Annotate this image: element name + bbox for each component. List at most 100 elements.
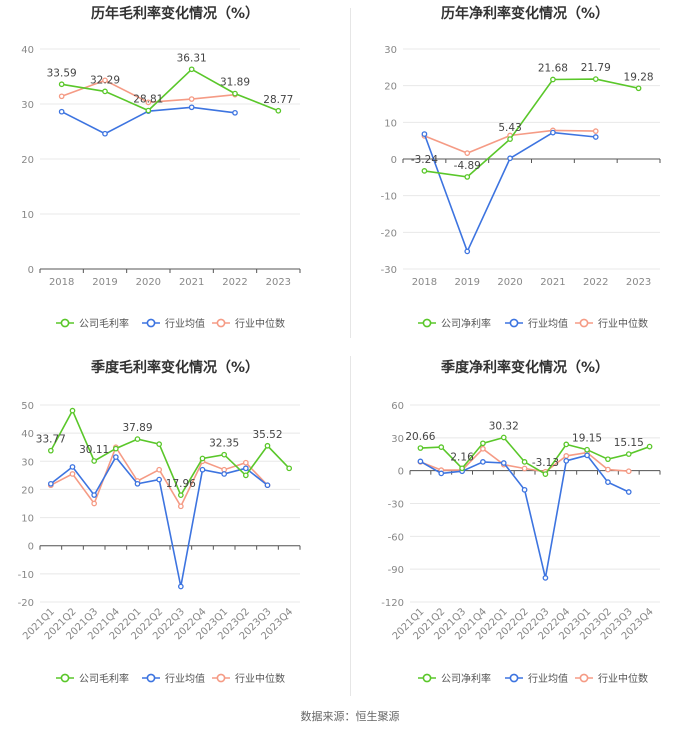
data-point-industry_median: [102, 77, 108, 84]
data-point-industry_median: [625, 468, 632, 475]
data-point-industry_avg: [507, 155, 513, 162]
y-tick-label: -10: [18, 570, 34, 581]
data-point-industry_avg: [521, 486, 528, 493]
data-point-company: [563, 441, 570, 448]
series-line-company: [50, 408, 290, 497]
data-point-company: [605, 456, 611, 463]
data-point-industry_avg: [605, 479, 611, 486]
data-point-industry_avg: [102, 130, 108, 137]
data-point-industry_avg: [480, 459, 486, 465]
data-point-industry_median: [69, 471, 76, 477]
data-point-company: [102, 88, 108, 95]
legend-marker: [146, 318, 156, 328]
legend-marker: [509, 318, 519, 328]
y-tick-label: -90: [388, 565, 404, 576]
legend-label: 公司毛利率: [79, 672, 129, 685]
data-point-company: [507, 136, 513, 142]
legend-item-industry_median: 行业中位数: [575, 672, 648, 685]
y-tick-label: 30: [21, 100, 34, 111]
y-tick-label: -30: [388, 500, 404, 511]
data-label: 5.43: [498, 122, 521, 134]
data-point-industry_avg: [500, 460, 507, 466]
vertical-divider-bottom: [350, 356, 351, 696]
data-point-industry_avg: [542, 575, 549, 581]
vertical-divider-top: [350, 8, 351, 338]
data-label: 36.31: [177, 52, 207, 64]
data-label: 28.77: [263, 94, 293, 106]
x-tick-label: 2023: [626, 277, 651, 288]
legend-item-industry_median: 行业中位数: [212, 317, 285, 330]
data-point-industry_avg: [91, 492, 98, 498]
data-point-industry_avg: [134, 480, 141, 487]
data-label: 35.52: [252, 429, 282, 441]
data-point-industry_median: [156, 466, 163, 473]
y-tick-label: 20: [21, 155, 34, 166]
series-line-company: [424, 78, 639, 178]
series-line-industry_avg: [50, 455, 268, 587]
data-label: 33.59: [47, 67, 77, 79]
data-point-company: [646, 443, 653, 450]
data-point-industry_median: [592, 128, 599, 134]
data-point-industry_avg: [242, 465, 249, 472]
data-label: 21.79: [581, 62, 611, 74]
y-tick-label: 0: [28, 542, 34, 553]
y-tick-label: -120: [381, 598, 404, 609]
x-tick-label: 2022: [222, 277, 247, 288]
legend-item-industry_avg: 行业均值: [505, 672, 568, 685]
y-tick-label: 10: [384, 118, 397, 129]
data-point-industry_avg: [563, 457, 570, 464]
data-point-industry_median: [521, 465, 528, 472]
y-tick-label: 50: [21, 401, 34, 412]
data-point-company: [188, 66, 195, 73]
x-tick-label: 2019: [455, 277, 480, 288]
data-point-company: [242, 472, 249, 479]
legend-label: 行业均值: [528, 672, 568, 685]
legend-label: 公司净利率: [441, 672, 491, 685]
chart-title: 季度净利率变化情况（%）: [440, 359, 609, 376]
y-tick-label: 0: [28, 265, 34, 276]
data-point-company: [58, 81, 65, 88]
data-label: 2.16: [450, 451, 474, 463]
data-point-industry_avg: [464, 248, 471, 255]
legend-marker: [60, 673, 70, 683]
y-tick-label: 10: [21, 514, 34, 525]
x-tick-label: 2018: [412, 277, 437, 288]
legend-marker: [60, 318, 70, 328]
legend-marker: [579, 673, 589, 683]
y-tick-label: 40: [21, 429, 34, 440]
y-tick-label: 20: [21, 485, 34, 496]
legend-label: 行业中位数: [235, 672, 285, 685]
data-label: 19.28: [624, 71, 654, 83]
data-point-industry_avg: [47, 480, 54, 487]
data-point-company: [625, 451, 632, 457]
y-tick-label: 20: [384, 82, 397, 93]
legend-label: 公司毛利率: [79, 317, 129, 330]
x-tick-label: 2021: [179, 277, 204, 288]
data-point-company: [521, 459, 528, 465]
data-source-note: 数据来源：恒生聚源: [300, 710, 400, 723]
data-point-industry_median: [605, 466, 611, 473]
y-tick-label: 10: [21, 210, 34, 221]
x-tick-label: 2018: [49, 277, 74, 288]
legend-label: 行业均值: [165, 317, 205, 330]
legend-marker: [422, 318, 432, 328]
legend-item-industry_median: 行业中位数: [575, 317, 648, 330]
chart-1: 历年毛利率变化情况（%） 0 10 20 30 40 2018 2019 2020 2021 202…: [21, 5, 301, 330]
data-label: 17.96: [166, 478, 196, 490]
data-point-industry_avg: [112, 454, 119, 460]
y-tick-label: 0: [398, 467, 404, 478]
data-point-company: [592, 76, 599, 82]
chart-2: 历年净利率变化情况（%） -30 -20 -10 0 10 20 30 2018 2019 2020…: [381, 5, 661, 330]
x-tick-label: 2020: [136, 277, 161, 288]
data-point-industry_avg: [199, 466, 206, 473]
data-point-company: [69, 407, 76, 414]
series-line-industry_avg: [423, 131, 596, 254]
data-point-company: [199, 455, 206, 462]
y-tick-label: 30: [384, 45, 397, 56]
legend-item-company: 公司净利率: [418, 672, 491, 685]
data-point-company: [91, 458, 98, 464]
y-tick-label: 30: [391, 434, 404, 445]
data-point-company: [635, 85, 642, 92]
data-point-industry_median: [563, 453, 570, 459]
y-tick-label: 0: [391, 155, 397, 166]
